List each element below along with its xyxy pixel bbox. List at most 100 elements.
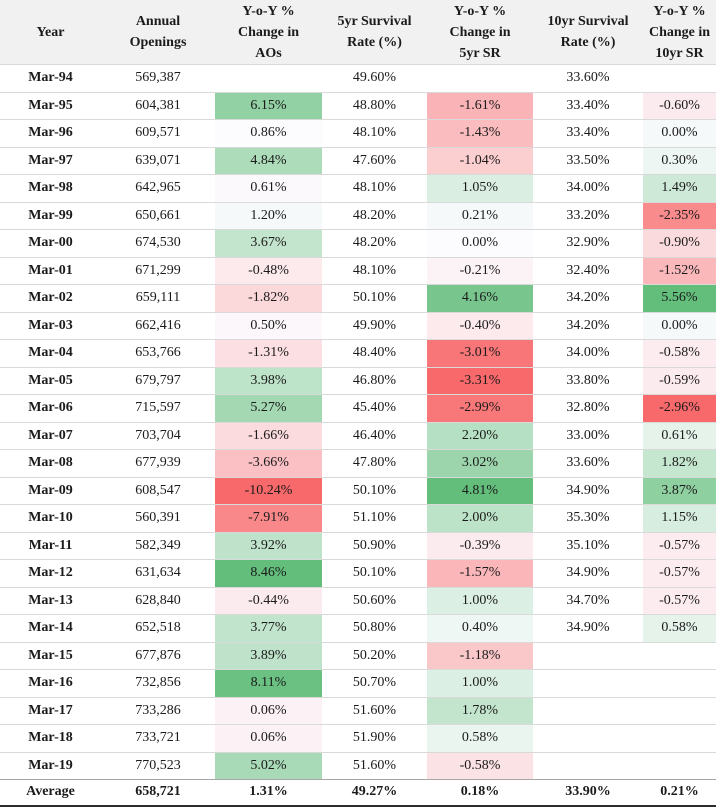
annual-openings-cell: 674,530 [101, 229, 215, 257]
yoy-10yr-sr-cell: -0.57% [643, 531, 716, 560]
10yr-sr-cell: 34.90% [533, 559, 643, 587]
annual-openings-cell: 609,571 [101, 119, 215, 147]
yoy-10yr-sr-cell [643, 669, 716, 697]
average-yoy-aos: 1.31% [215, 779, 322, 807]
annual-openings-cell: 653,766 [101, 339, 215, 367]
yoy-10yr-sr-cell: 0.30% [643, 146, 716, 175]
5yr-sr-cell: 51.60% [322, 751, 427, 780]
year-cell: Mar-14 [0, 614, 101, 642]
annual-openings-cell: 671,299 [101, 256, 215, 285]
table-row: Mar-99 650,661 1.20% 48.20% 0.21% 33.20% -2.35… [0, 201, 716, 230]
annual-openings-cell: 703,704 [101, 421, 215, 450]
5yr-sr-cell: 50.10% [322, 284, 427, 312]
annual-openings-cell: 628,840 [101, 586, 215, 615]
annual-openings-cell: 604,381 [101, 91, 215, 120]
annual-openings-cell: 733,286 [101, 696, 215, 725]
5yr-sr-cell: 50.90% [322, 531, 427, 560]
yoy-10yr-sr-cell [643, 724, 716, 752]
col-header-annual-openings: Annual Openings [101, 0, 215, 65]
yoy-aos-cell: -1.66% [215, 421, 322, 450]
year-cell: Mar-98 [0, 174, 101, 202]
yoy-10yr-sr-cell: 5.56% [643, 284, 716, 312]
annual-openings-cell: 639,071 [101, 146, 215, 175]
annual-openings-cell: 679,797 [101, 366, 215, 395]
10yr-sr-cell [533, 669, 643, 697]
year-cell: Mar-05 [0, 366, 101, 395]
yoy-10yr-sr-cell: -0.57% [643, 586, 716, 615]
year-cell: Mar-02 [0, 284, 101, 312]
yoy-10yr-sr-cell [643, 751, 716, 780]
annual-openings-cell: 650,661 [101, 201, 215, 230]
yoy-5yr-sr-cell: -1.61% [427, 91, 533, 120]
annual-openings-cell: 770,523 [101, 751, 215, 780]
yoy-5yr-sr-cell: -1.18% [427, 641, 533, 670]
yoy-5yr-sr-cell: 0.58% [427, 724, 533, 752]
5yr-sr-cell: 51.10% [322, 504, 427, 532]
10yr-sr-cell: 33.40% [533, 91, 643, 120]
col-header-5yr-survival-rate: 5yr Survival Rate (%) [322, 0, 427, 65]
annual-openings-cell: 569,387 [101, 64, 215, 92]
year-cell: Mar-07 [0, 421, 101, 450]
year-cell: Mar-95 [0, 91, 101, 120]
yoy-5yr-sr-cell: 4.16% [427, 284, 533, 312]
yoy-5yr-sr-cell: 3.02% [427, 449, 533, 477]
col-header-yoy-change-5yr-sr: Y-o-Y % Change in 5yr SR [427, 0, 533, 65]
yoy-aos-cell: -0.48% [215, 256, 322, 285]
yoy-5yr-sr-cell: -1.04% [427, 146, 533, 175]
table-row: Mar-14 652,518 3.77% 50.80% 0.40% 34.90% 0.58% [0, 614, 716, 642]
5yr-sr-cell: 47.80% [322, 449, 427, 477]
year-cell: Mar-15 [0, 641, 101, 670]
yoy-aos-cell: 3.89% [215, 641, 322, 670]
year-cell: Mar-97 [0, 146, 101, 175]
table-row: Mar-95 604,381 6.15% 48.80% -1.61% 33.40% -0.6… [0, 91, 716, 120]
yoy-aos-cell: 3.67% [215, 229, 322, 257]
5yr-sr-cell: 49.90% [322, 311, 427, 340]
yoy-aos-cell: -1.82% [215, 284, 322, 312]
average-5yr-sr: 49.27% [322, 779, 427, 807]
yoy-aos-cell [215, 64, 322, 92]
average-annual-openings: 658,721 [101, 779, 215, 807]
5yr-sr-cell: 48.20% [322, 201, 427, 230]
10yr-sr-cell: 33.80% [533, 366, 643, 395]
yoy-aos-cell: 4.84% [215, 146, 322, 175]
annual-openings-cell: 631,634 [101, 559, 215, 587]
yoy-10yr-sr-cell: -0.60% [643, 91, 716, 120]
10yr-sr-cell: 34.90% [533, 614, 643, 642]
year-cell: Mar-94 [0, 64, 101, 92]
table-row: Mar-00 674,530 3.67% 48.20% 0.00% 32.90% -0.90… [0, 229, 716, 257]
year-cell: Mar-06 [0, 394, 101, 422]
year-cell: Mar-96 [0, 119, 101, 147]
table-row: Mar-05 679,797 3.98% 46.80% -3.31% 33.80% -0.5… [0, 366, 716, 395]
year-cell: Mar-12 [0, 559, 101, 587]
year-cell: Mar-03 [0, 311, 101, 340]
yoy-5yr-sr-cell: 0.40% [427, 614, 533, 642]
table-row: Mar-02 659,111 -1.82% 50.10% 4.16% 34.20% 5.56… [0, 284, 716, 312]
10yr-sr-cell [533, 696, 643, 725]
10yr-sr-cell: 33.40% [533, 119, 643, 147]
table-row: Mar-98 642,965 0.61% 48.10% 1.05% 34.00% 1.49% [0, 174, 716, 202]
header-row: Year Annual Openings Y-o-Y % Change in A… [0, 0, 716, 65]
year-cell: Mar-11 [0, 531, 101, 560]
year-cell: Mar-19 [0, 751, 101, 780]
yoy-5yr-sr-cell: -0.58% [427, 751, 533, 780]
yoy-10yr-sr-cell: 0.61% [643, 421, 716, 450]
10yr-sr-cell [533, 724, 643, 752]
yoy-5yr-sr-cell: -0.40% [427, 311, 533, 340]
annual-openings-cell: 677,876 [101, 641, 215, 670]
table-row: Mar-11 582,349 3.92% 50.90% -0.39% 35.10% -0.5… [0, 531, 716, 560]
average-row: Average 658,721 1.31% 49.27% 0.18% 33.90… [0, 779, 716, 807]
5yr-sr-cell: 50.70% [322, 669, 427, 697]
yoy-5yr-sr-cell: 1.00% [427, 669, 533, 697]
yoy-10yr-sr-cell: -1.52% [643, 256, 716, 285]
yoy-10yr-sr-cell: 3.87% [643, 476, 716, 505]
table-row: Mar-01 671,299 -0.48% 48.10% -0.21% 32.40% -1.… [0, 256, 716, 285]
yoy-5yr-sr-cell: 1.05% [427, 174, 533, 202]
table-row: Mar-96 609,571 0.86% 48.10% -1.43% 33.40% 0.00… [0, 119, 716, 147]
yoy-5yr-sr-cell: -3.01% [427, 339, 533, 367]
yoy-aos-cell: -1.31% [215, 339, 322, 367]
table-row: Mar-13 628,840 -0.44% 50.60% 1.00% 34.70% -0.5… [0, 586, 716, 615]
10yr-sr-cell: 34.20% [533, 311, 643, 340]
yoy-10yr-sr-cell: 0.00% [643, 311, 716, 340]
year-cell: Mar-09 [0, 476, 101, 505]
yoy-5yr-sr-cell: 0.00% [427, 229, 533, 257]
